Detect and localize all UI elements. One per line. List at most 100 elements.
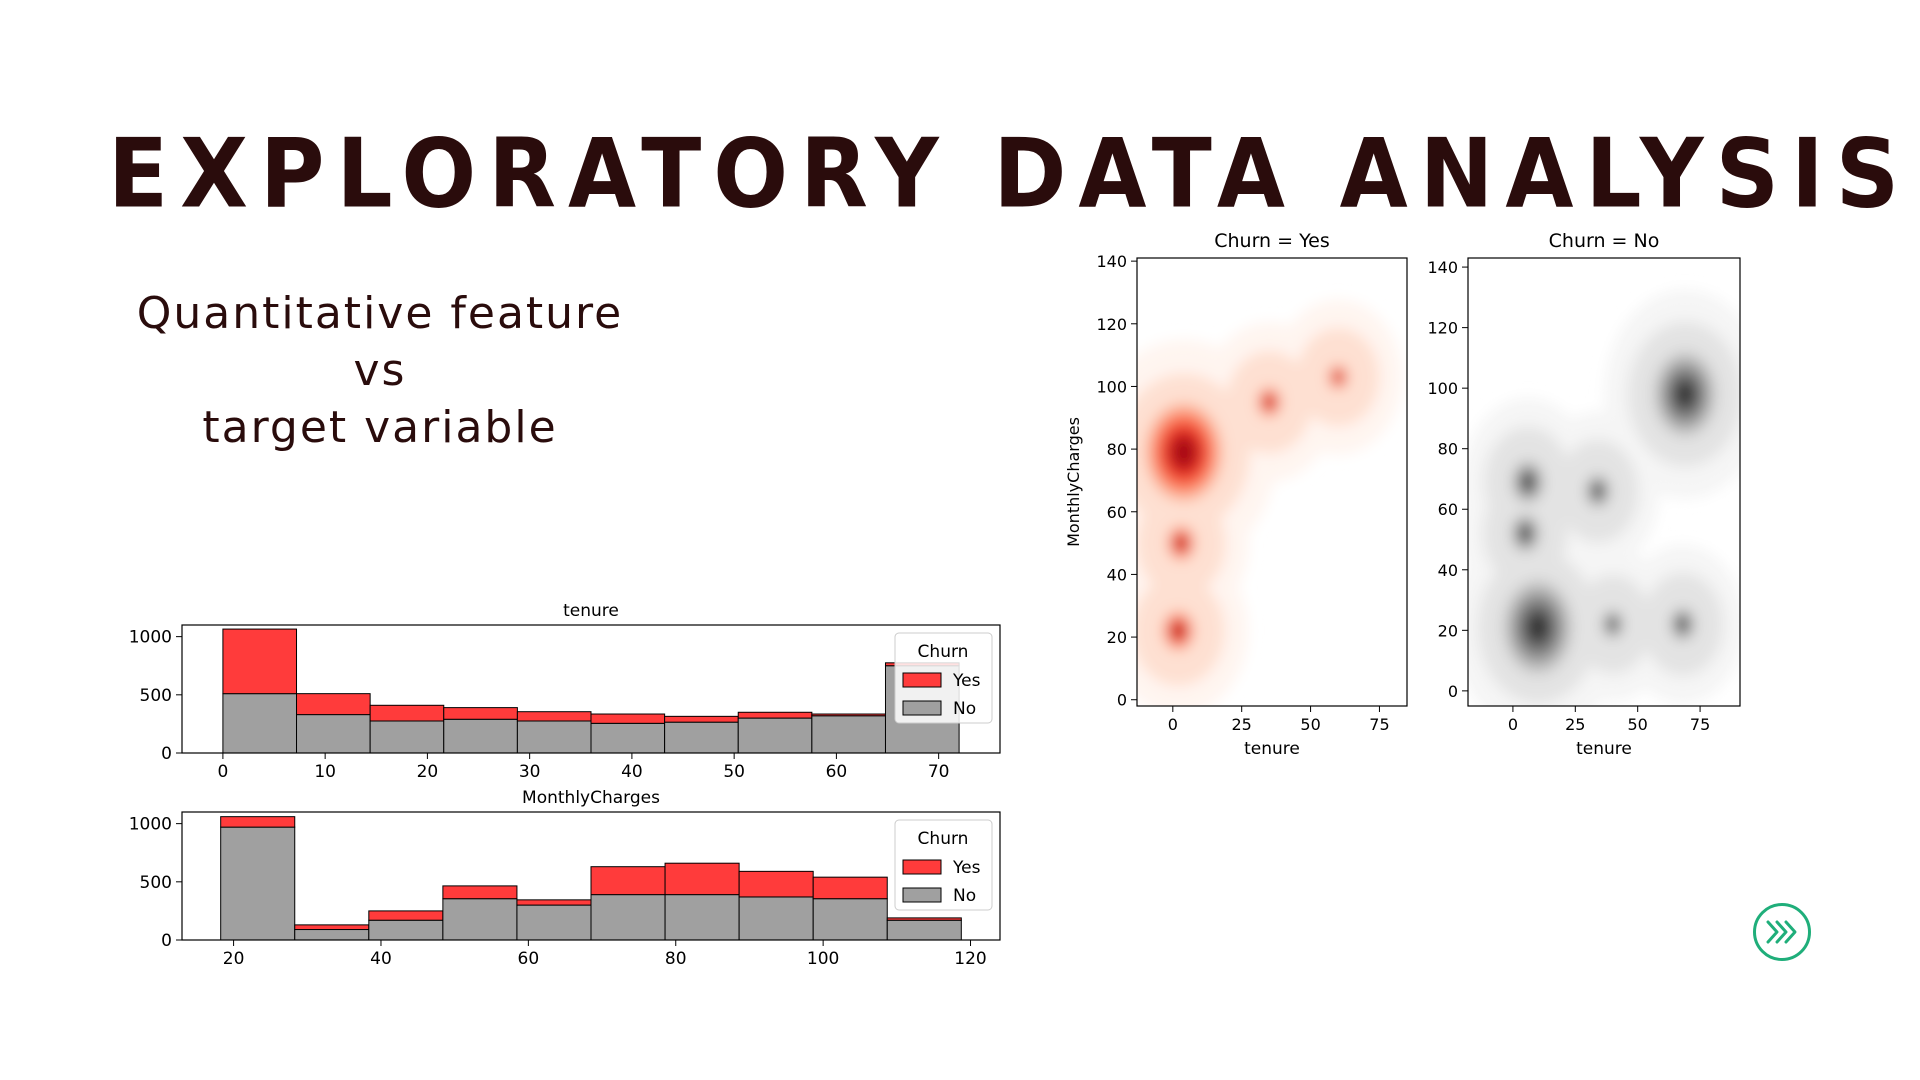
density-level-8 <box>1523 475 1533 489</box>
bar-no <box>516 720 592 754</box>
x-tick-label: 80 <box>665 949 687 969</box>
density-level-8 <box>1527 613 1548 641</box>
legend-swatch-no <box>902 700 942 716</box>
legend-label-yes: Yes <box>952 671 981 691</box>
legend-label-no: No <box>953 886 976 906</box>
y-tick-label: 40 <box>1438 561 1458 580</box>
x-tick-label: 50 <box>1300 715 1320 734</box>
legend-label-no: No <box>953 699 976 719</box>
bar-yes <box>664 715 739 723</box>
bar-yes <box>812 876 888 900</box>
x-tick-label: 20 <box>223 949 245 969</box>
bar-no <box>222 693 298 754</box>
x-tick-label: 0 <box>217 762 228 782</box>
chevron-double-right-icon <box>1766 920 1797 944</box>
bar-no <box>516 904 592 941</box>
bar-yes <box>664 862 740 896</box>
histogram-title: tenure <box>563 601 619 621</box>
x-tick-label: 40 <box>621 762 643 782</box>
x-tick-label: 70 <box>928 762 950 782</box>
bar-no <box>664 894 740 941</box>
subtitle: Quantitative feature vs target variable <box>110 285 650 456</box>
x-tick-label: 0 <box>1168 715 1178 734</box>
bar-no <box>811 715 886 754</box>
subtitle-line-2: vs <box>353 345 407 396</box>
density-level-8 <box>1172 438 1195 467</box>
next-slide-button[interactable] <box>1753 903 1811 961</box>
x-tick-label: 40 <box>370 949 392 969</box>
y-tick-label: 1000 <box>129 815 172 835</box>
density-level-8 <box>1679 619 1687 630</box>
x-tick-label: 75 <box>1690 715 1710 734</box>
density-level-8 <box>1177 538 1185 549</box>
kde-title: Churn = No <box>1549 230 1660 252</box>
histogram-title: MonthlyCharges <box>522 788 660 808</box>
bar-yes <box>222 628 298 695</box>
density-layers <box>1137 299 1402 706</box>
x-tick-label: 30 <box>519 762 541 782</box>
y-tick-label: 120 <box>1096 315 1127 334</box>
density-level-8 <box>1609 620 1616 629</box>
bar-no <box>294 929 370 941</box>
monthlycharges-histogram: MonthlyCharges 20 40 60 80 100 120 0 500 1000 Chur… <box>129 788 1001 969</box>
x-tick-label: 50 <box>1628 715 1648 734</box>
density-level-8 <box>1676 381 1695 407</box>
density-level-8 <box>1265 397 1273 407</box>
tenure-histogram: tenure 0 10 20 30 40 50 60 70 0 500 1000 Churn Yes No <box>129 601 1001 782</box>
bar-yes <box>590 866 666 896</box>
bar-yes <box>294 924 370 931</box>
x-tick-label: 75 <box>1369 715 1389 734</box>
bar-no <box>442 898 518 941</box>
x-tick-label: 25 <box>1232 715 1252 734</box>
x-tick-label: 60 <box>518 949 540 969</box>
legend-swatch-no <box>902 887 942 903</box>
legend-title: Churn <box>918 829 969 849</box>
y-tick-label: 20 <box>1107 628 1127 647</box>
bar-yes <box>516 711 592 722</box>
x-tick-label: 10 <box>314 762 336 782</box>
x-axis-label: tenure <box>1576 739 1632 759</box>
bar-no <box>368 919 444 941</box>
y-tick-label: 120 <box>1427 319 1458 338</box>
plot-frame <box>1136 257 1408 707</box>
bar-no <box>590 722 666 754</box>
x-tick-label: 0 <box>1508 715 1518 734</box>
bar-yes <box>886 917 962 921</box>
plot-frame <box>1467 257 1741 707</box>
bar-no <box>220 826 296 941</box>
bar-yes <box>220 816 296 828</box>
bar-yes <box>590 713 666 724</box>
x-tick-label: 60 <box>826 762 848 782</box>
bar-no <box>590 894 666 941</box>
bar-no <box>296 714 371 754</box>
y-tick-label: 60 <box>1107 503 1127 522</box>
bar-yes <box>443 707 518 720</box>
bar-no <box>369 720 445 754</box>
y-tick-label: 80 <box>1107 440 1127 459</box>
kde-churn-no: Churn = No 0 25 50 75 0 20 40 60 80 100 120 140 tenur… <box>1427 230 1741 759</box>
bar-no <box>664 721 739 754</box>
y-tick-label: 0 <box>1117 691 1127 710</box>
x-tick-label: 20 <box>417 762 439 782</box>
y-tick-label: 0 <box>161 744 172 764</box>
legend-title: Churn <box>918 642 969 662</box>
legend-swatch-yes <box>902 672 942 688</box>
subtitle-line-3: target variable <box>202 402 558 453</box>
y-tick-label: 1000 <box>129 628 172 648</box>
bar-no <box>812 898 888 941</box>
y-tick-label: 40 <box>1107 565 1127 584</box>
x-tick-label: 100 <box>807 949 839 969</box>
y-tick-label: 80 <box>1438 440 1458 459</box>
y-tick-label: 100 <box>1096 377 1127 396</box>
y-tick-label: 0 <box>161 931 172 951</box>
y-tick-label: 140 <box>1096 252 1127 271</box>
density-level-8 <box>1173 625 1183 637</box>
slide-title: Exploratory Data Analysis <box>108 118 1912 230</box>
plot-frame <box>181 624 1001 754</box>
legend-swatch-yes <box>902 859 942 875</box>
y-tick-label: 500 <box>140 686 172 706</box>
bar-no <box>737 717 813 754</box>
legend-label-yes: Yes <box>952 858 981 878</box>
x-tick-label: 25 <box>1565 715 1585 734</box>
y-tick-label: 60 <box>1438 500 1458 519</box>
